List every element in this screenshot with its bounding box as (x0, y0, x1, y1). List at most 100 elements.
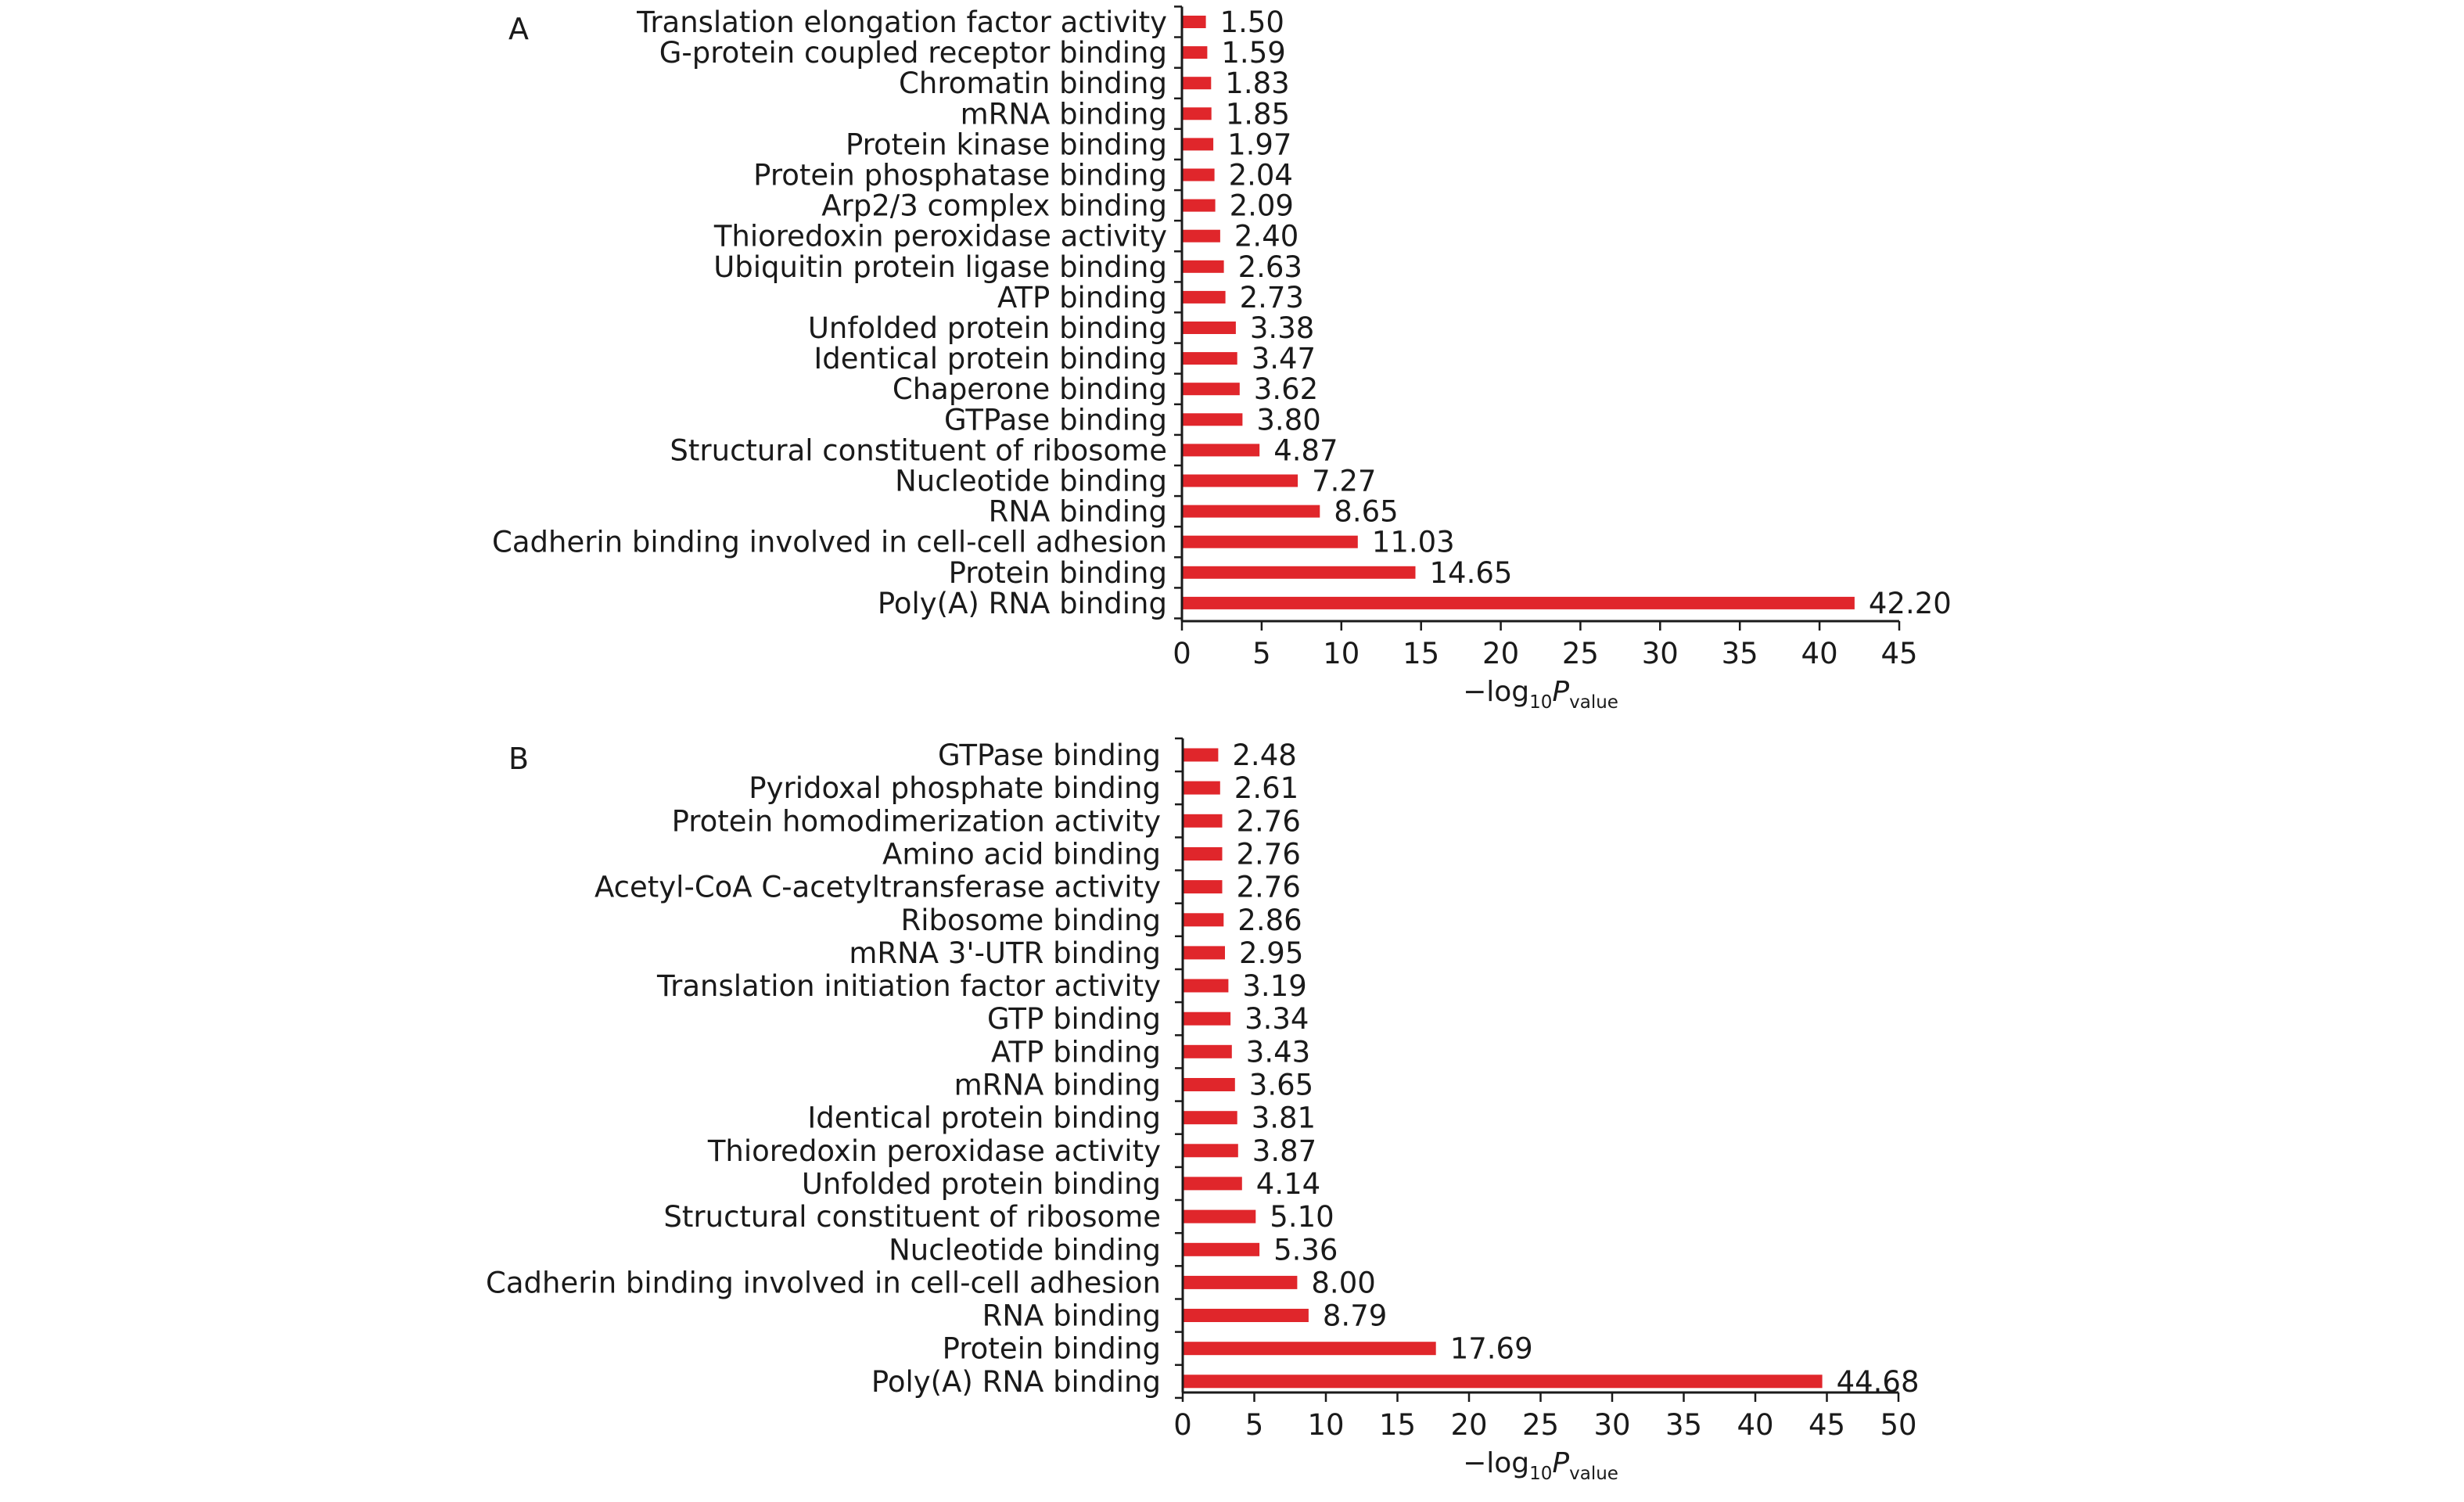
category-label: GTPase binding (938, 738, 1161, 772)
x-tick-label: 10 (1323, 637, 1360, 670)
bar (1182, 413, 1243, 426)
category-label: mRNA binding (954, 1069, 1161, 1102)
bar (1183, 847, 1223, 861)
x-tick-label: 50 (1880, 1408, 1916, 1442)
category-label: Nucleotide binding (895, 465, 1167, 498)
bar (1183, 1374, 1823, 1389)
category-label: Translation initiation factor activity (656, 969, 1161, 1003)
value-label: 3.80 (1256, 403, 1320, 437)
value-label: 3.62 (1254, 372, 1318, 406)
category-label: Protein kinase binding (846, 128, 1167, 161)
value-label: 11.03 (1372, 526, 1455, 559)
value-label: 2.63 (1238, 250, 1302, 284)
category-label: G-protein coupled receptor binding (659, 36, 1167, 70)
bar (1182, 596, 1855, 609)
value-label: 3.19 (1242, 969, 1306, 1003)
category-label: Protein binding (949, 556, 1167, 590)
value-label: 3.43 (1246, 1035, 1310, 1069)
category-label: Thioredoxin peroxidase activity (707, 1134, 1161, 1168)
x-tick-label: 45 (1880, 637, 1917, 670)
category-label: Identical protein binding (814, 342, 1167, 376)
x-tick-label: 35 (1665, 1408, 1702, 1442)
x-axis-label: −log10Pvalue (1463, 676, 1618, 713)
bar (1182, 322, 1236, 334)
category-label: Structural constituent of ribosome (670, 433, 1167, 467)
category-label: Structural constituent of ribosome (663, 1200, 1161, 1234)
value-label: 2.76 (1237, 804, 1301, 838)
bar (1183, 1342, 1436, 1356)
category-label: Amino acid binding (882, 838, 1161, 871)
x-tick-label: 40 (1801, 637, 1838, 670)
bar (1183, 1078, 1235, 1091)
category-label: Poly(A) RNA binding (878, 587, 1167, 620)
value-label: 3.38 (1250, 311, 1314, 345)
x-tick-label: 15 (1403, 637, 1439, 670)
category-label: RNA binding (982, 1299, 1161, 1333)
value-label: 4.14 (1256, 1167, 1320, 1201)
x-tick-label: 45 (1808, 1408, 1845, 1442)
bar (1183, 1177, 1242, 1191)
value-label: 1.59 (1221, 36, 1285, 70)
value-label: 3.81 (1252, 1101, 1316, 1135)
x-tick-label: 10 (1307, 1408, 1344, 1442)
bar (1182, 46, 1208, 59)
bar (1182, 77, 1212, 90)
bar (1182, 352, 1237, 365)
value-label: 7.27 (1312, 465, 1376, 498)
category-label: Ribosome binding (900, 904, 1161, 937)
panel-b: B GTPase binding 2.48 Pyridoxal phosphate b… (486, 737, 1920, 1484)
value-label: 17.69 (1450, 1332, 1533, 1366)
value-label: 3.65 (1249, 1069, 1313, 1102)
value-label: 3.47 (1252, 342, 1316, 376)
bar (1182, 535, 1358, 548)
value-label: 1.83 (1225, 66, 1289, 100)
category-label: Translation elongation factor activity (636, 5, 1167, 39)
category-label: GTPase binding (944, 403, 1167, 437)
bar (1183, 880, 1223, 894)
x-tick-label: 5 (1245, 1408, 1264, 1442)
category-label: Protein homodimerization activity (672, 804, 1161, 838)
bar (1182, 444, 1260, 457)
category-label: Nucleotide binding (889, 1233, 1161, 1267)
value-label: 14.65 (1430, 556, 1513, 590)
bar (1183, 1309, 1309, 1322)
category-label: Chaperone binding (893, 372, 1167, 406)
bar (1183, 814, 1223, 828)
x-tick-label: 30 (1593, 1408, 1630, 1442)
x-axis-label: −log10Pvalue (1463, 1447, 1618, 1484)
value-label: 1.50 (1220, 5, 1284, 39)
category-label: Cadherin binding involved in cell-cell a… (492, 526, 1167, 559)
bar (1183, 1111, 1237, 1125)
value-label: 2.09 (1230, 189, 1294, 223)
bar (1183, 979, 1229, 993)
x-tick-label: 15 (1379, 1408, 1416, 1442)
bar (1182, 107, 1212, 120)
value-label: 2.04 (1229, 159, 1293, 192)
category-label: Unfolded protein binding (808, 311, 1167, 345)
value-label: 5.10 (1270, 1200, 1334, 1234)
category-label: Pyridoxal phosphate binding (749, 771, 1161, 805)
x-tick-label: 25 (1562, 637, 1599, 670)
x-tick-label: 20 (1482, 637, 1519, 670)
value-label: 42.20 (1869, 587, 1952, 620)
category-label: mRNA 3'-UTR binding (849, 936, 1161, 970)
x-tick-label: 25 (1522, 1408, 1559, 1442)
category-label: ATP binding (991, 1035, 1161, 1069)
value-label: 3.87 (1252, 1134, 1316, 1168)
bar (1183, 1275, 1298, 1289)
value-label: 5.36 (1273, 1233, 1338, 1267)
value-label: 1.85 (1226, 97, 1290, 131)
category-label: mRNA binding (961, 97, 1167, 131)
bar (1183, 748, 1219, 762)
x-tick-label: 40 (1737, 1408, 1773, 1442)
category-label: Poly(A) RNA binding (871, 1365, 1161, 1399)
category-label: Protein phosphatase binding (753, 159, 1167, 192)
bar (1182, 168, 1215, 181)
bar (1182, 474, 1298, 487)
x-tick-label: 30 (1642, 637, 1679, 670)
bar (1182, 229, 1220, 243)
value-label: 4.87 (1273, 433, 1338, 467)
value-label: 2.76 (1237, 871, 1301, 904)
bar (1183, 1012, 1231, 1026)
